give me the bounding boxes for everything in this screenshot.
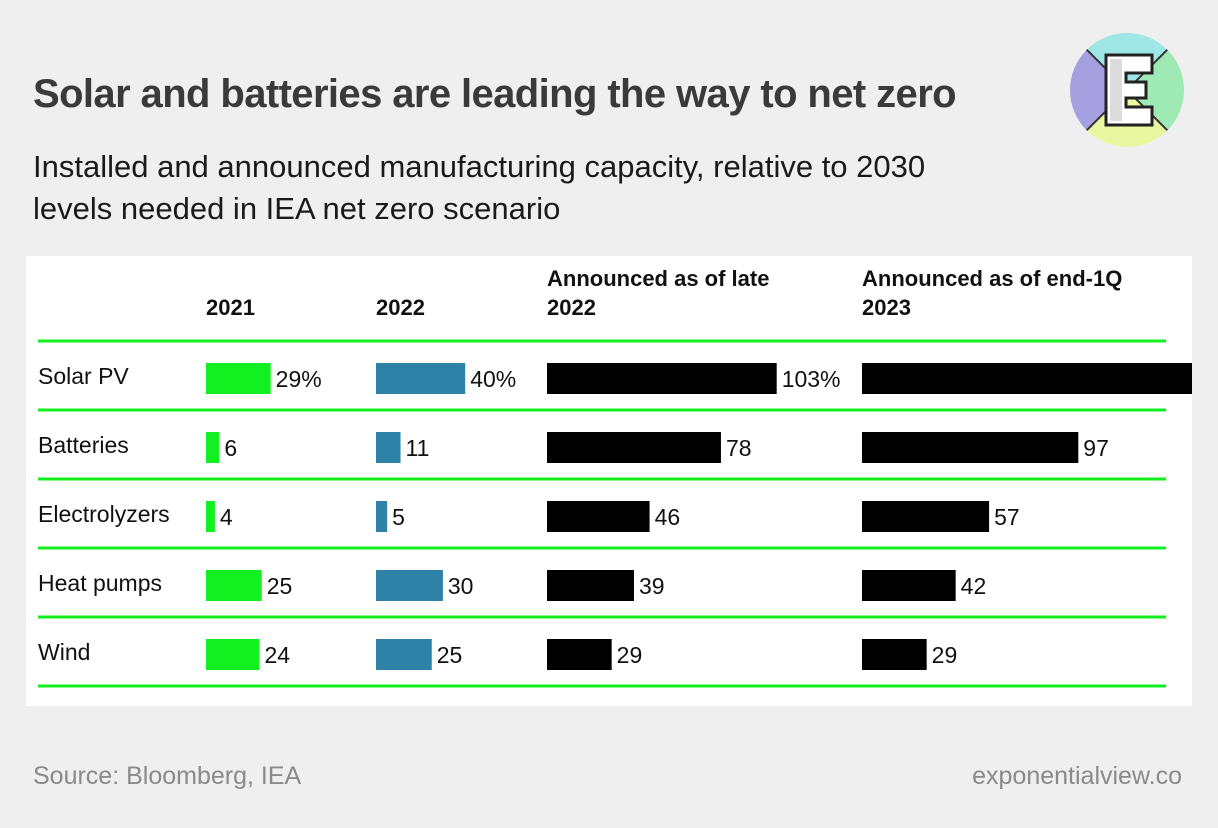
bar-heat-pumps-col3 <box>547 570 634 601</box>
bar-batteries-col4 <box>862 432 1079 463</box>
bar-value-label: 25 <box>437 642 463 668</box>
bar-value-label: 57 <box>994 504 1020 530</box>
bar-electrolyzers-col4 <box>862 501 990 532</box>
bar-heat-pumps-col1 <box>206 570 262 601</box>
column-header-3: Announced as of late <box>547 266 769 291</box>
chart-subtitle: Installed and announced manufacturing ca… <box>33 149 926 226</box>
bar-wind-col1 <box>206 639 260 670</box>
bar-batteries-col2 <box>376 432 401 463</box>
brand-link[interactable]: exponentialview.co <box>972 762 1182 790</box>
bar-value-label: 103% <box>782 366 841 392</box>
bar-value-label: 97 <box>1083 435 1109 461</box>
row-label: Wind <box>38 639 90 665</box>
bar-value-label: 6 <box>224 435 237 461</box>
column-header-4: 2023 <box>862 295 911 320</box>
bar-value-label: 5 <box>392 504 405 530</box>
bar-wind-col4 <box>862 639 927 670</box>
column-header-3: 2022 <box>547 295 596 320</box>
bar-electrolyzers-col2 <box>376 501 388 532</box>
bar-batteries-col1 <box>206 432 220 463</box>
bar-value-label: 25 <box>267 573 293 599</box>
bar-solar-pv-col4 <box>862 363 1192 394</box>
bar-heat-pumps-col2 <box>376 570 443 601</box>
bar-value-label: 4 <box>220 504 233 530</box>
bar-value-label: 29% <box>276 366 322 392</box>
column-header-2: 2022 <box>376 295 425 320</box>
bar-solar-pv-col1 <box>206 363 271 394</box>
column-header-4: Announced as of end-1Q <box>862 266 1122 291</box>
bar-value-label: 30 <box>448 573 474 599</box>
row-label: Electrolyzers <box>38 501 170 527</box>
bar-batteries-col3 <box>547 432 721 463</box>
bar-value-label: 39 <box>639 573 665 599</box>
chart-panel: 2021 2022 Announced as of late 2022 Announce… <box>26 256 1192 706</box>
source-note: Source: Bloomberg, IEA <box>33 762 302 790</box>
exponential-view-logo <box>1070 33 1184 147</box>
bar-value-label: 78 <box>726 435 752 461</box>
bar-value-label: 40% <box>470 366 516 392</box>
bar-solar-pv-col2 <box>376 363 466 394</box>
row-label: Solar PV <box>38 363 129 389</box>
column-header-1: 2021 <box>206 295 255 320</box>
row-label: Batteries <box>38 432 129 458</box>
bar-wind-col3 <box>547 639 612 670</box>
bar-solar-pv-col3 <box>547 363 777 394</box>
bar-value-label: 29 <box>617 642 643 668</box>
bar-wind-col2 <box>376 639 432 670</box>
bar-electrolyzers-col1 <box>206 501 215 532</box>
bar-value-label: 24 <box>265 642 291 668</box>
bar-electrolyzers-col3 <box>547 501 650 532</box>
bar-value-label: 29 <box>932 642 958 668</box>
row-label: Heat pumps <box>38 570 162 596</box>
bar-value-label: 46 <box>655 504 681 530</box>
capacity-chart: 2021 2022 Announced as of late 2022 Announce… <box>38 266 1192 688</box>
bar-value-label: 11 <box>406 435 430 461</box>
bar-value-label: 42 <box>961 573 987 599</box>
bar-heat-pumps-col4 <box>862 570 956 601</box>
chart-title: Solar and batteries are leading the way … <box>33 72 957 116</box>
